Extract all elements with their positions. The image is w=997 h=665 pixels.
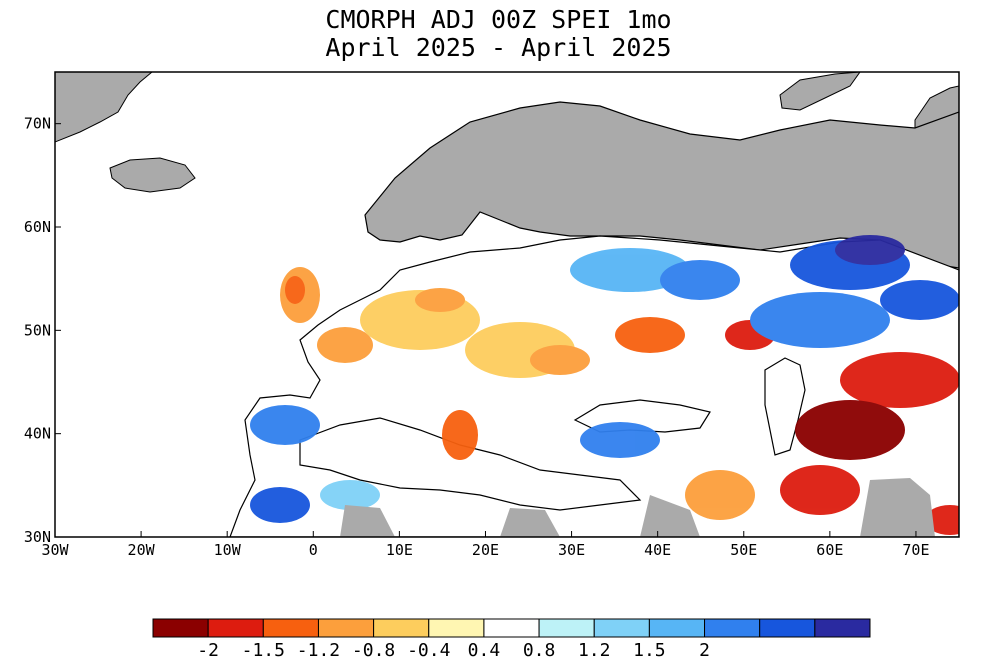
colorbar-swatch bbox=[759, 618, 816, 638]
map-plot-area bbox=[55, 72, 959, 537]
x-tick-label: 20E bbox=[472, 541, 499, 559]
x-tick-label: 50E bbox=[730, 541, 757, 559]
colorbar-label: -0.8 bbox=[352, 640, 395, 661]
colorbar-label: 1.2 bbox=[578, 640, 611, 661]
x-tick-label: 30W bbox=[41, 541, 69, 559]
y-tick-label: 50N bbox=[24, 321, 51, 339]
map-title: CMORPH ADJ 00Z SPEI 1mo bbox=[325, 5, 672, 34]
colorbar-label: -2 bbox=[197, 640, 219, 661]
colorbar-swatch bbox=[373, 618, 430, 638]
x-tick-label: 0 bbox=[309, 541, 318, 559]
y-tick-label: 70N bbox=[24, 115, 51, 133]
y-tick-label: 30N bbox=[24, 528, 51, 546]
x-tick-label: 40E bbox=[644, 541, 671, 559]
iceland-landmass bbox=[109, 157, 196, 193]
colorbar-swatch bbox=[538, 618, 595, 638]
colorbar-label: -0.4 bbox=[407, 640, 450, 661]
colorbar-swatch bbox=[648, 618, 706, 638]
no-data-north-africa bbox=[340, 478, 935, 537]
colorbar-swatch bbox=[428, 618, 485, 638]
colorbar-label: 2 bbox=[699, 640, 710, 661]
x-tick-label: 60E bbox=[816, 541, 843, 559]
map-subtitle: April 2025 - April 2025 bbox=[325, 33, 672, 62]
x-tick-label: 70E bbox=[902, 541, 929, 559]
y-tick-label: 40N bbox=[24, 425, 51, 443]
colorbar-swatch bbox=[317, 618, 375, 638]
scandinavia-landmass bbox=[364, 101, 959, 269]
x-tick-label: 10W bbox=[214, 541, 242, 559]
colorbar-swatch bbox=[483, 618, 540, 638]
greenland-landmass bbox=[55, 72, 153, 143]
plot-frame bbox=[54, 71, 960, 538]
caspian-sea bbox=[764, 357, 806, 456]
colorbar-label: 1.5 bbox=[633, 640, 666, 661]
mediterranean-sea bbox=[299, 417, 642, 511]
x-tick-label: 20W bbox=[128, 541, 156, 559]
colorbar-swatch bbox=[593, 618, 650, 638]
colorbar-label: 0.4 bbox=[468, 640, 501, 661]
x-tick-label: 10E bbox=[386, 541, 413, 559]
colorbar-label: -1.5 bbox=[242, 640, 285, 661]
spei-anomaly-patches bbox=[250, 235, 959, 535]
y-tick-label: 60N bbox=[24, 218, 51, 236]
colorbar-label: 0.8 bbox=[523, 640, 556, 661]
svalbard-landmass bbox=[779, 72, 861, 111]
colorbar-label: -1.2 bbox=[297, 640, 340, 661]
colorbar-swatch bbox=[207, 618, 264, 638]
colorbar-swatch bbox=[814, 618, 871, 638]
colorbar-swatch bbox=[152, 618, 209, 638]
x-tick-label: 30E bbox=[558, 541, 585, 559]
colorbar: -2 -1.5 -1.2 -0.8 -0.4 0.4 0.8 1.2 1.5 2 bbox=[152, 618, 871, 661]
colorbar-swatch bbox=[262, 618, 319, 638]
colorbar-swatch bbox=[704, 618, 761, 638]
